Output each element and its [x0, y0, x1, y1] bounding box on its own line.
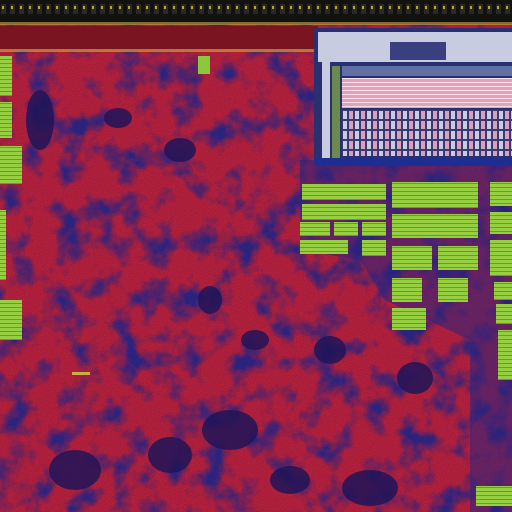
- top-io-strip: [0, 0, 512, 24]
- sram-macro: [314, 28, 512, 166]
- header-band-edge: [0, 49, 318, 52]
- test-mark: [72, 372, 90, 375]
- header-band: [0, 26, 318, 50]
- metal-pad-cluster-right: [392, 182, 478, 330]
- small-via-block: [198, 56, 210, 74]
- left-edge-pads: [0, 56, 22, 340]
- metal-pad-column-edge: [476, 182, 512, 506]
- metal-pad-cluster-left: [300, 184, 386, 256]
- top-io-edge: [0, 22, 512, 25]
